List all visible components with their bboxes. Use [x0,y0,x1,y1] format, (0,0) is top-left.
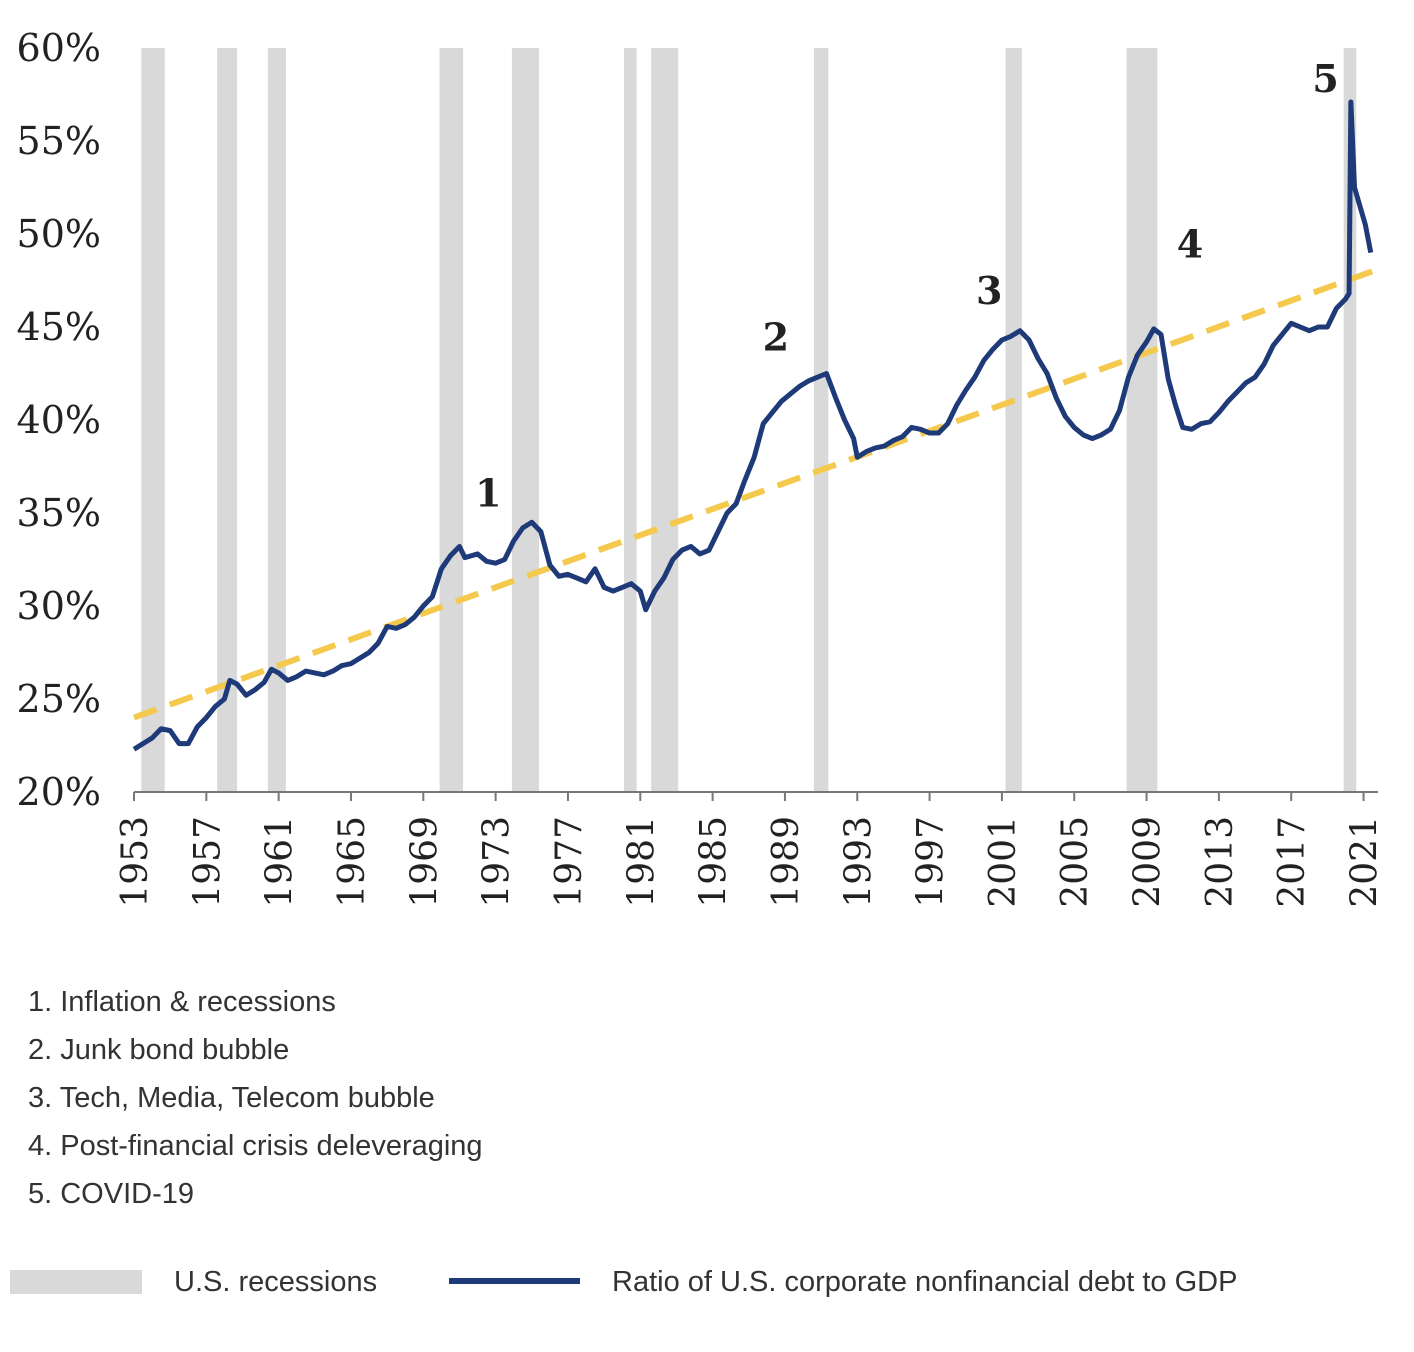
x-tick-label: 2005 [1055,816,1096,908]
x-tick-label: 1993 [838,816,879,908]
x-tick-label: 1957 [187,816,228,908]
legend-label: Ratio of U.S. corporate nonfinancial deb… [612,1266,1237,1298]
annotation: 1 [475,471,501,516]
annotation: 5 [1312,56,1338,101]
x-tick-label: 1953 [115,816,156,908]
x-tick-label: 1985 [694,816,735,908]
recession-band [1126,48,1158,792]
data-line [132,99,1374,752]
recession-band [1343,48,1357,792]
x-tick-label: 2009 [1128,816,1169,908]
note: 5. COVID-19 [28,1178,194,1210]
legend-swatch [10,1270,142,1294]
x-tick-label: 2013 [1200,816,1241,908]
note: 4. Post-financial crisis deleveraging [28,1130,483,1162]
y-tick-label: 20% [17,770,101,814]
x-tick-label: 1977 [549,816,590,908]
recession-band [1005,48,1022,792]
x-tick-label: 1981 [621,816,662,908]
recession-band [511,48,540,792]
annotation: 2 [763,314,789,359]
x-tick-label: 1997 [911,816,952,908]
x-tick-label: 2017 [1272,816,1313,908]
note: 3. Tech, Media, Telecom bubble [28,1082,435,1114]
note: 1. Inflation & recessions [28,986,336,1018]
y-tick-label: 55% [17,119,101,163]
y-tick-label: 40% [17,398,101,442]
legend-label: U.S. recessions [174,1266,377,1298]
x-tick-label: 1965 [332,816,373,908]
x-tick-label: 2021 [1345,816,1386,908]
trend-line [132,266,1380,721]
x-tick-label: 1969 [404,816,445,908]
y-tick-label: 60% [17,26,101,70]
annotation: 4 [1177,221,1203,266]
x-tick-label: 1989 [766,816,807,908]
y-tick-label: 50% [17,212,101,256]
recession-band [624,48,637,792]
recession-band [267,48,286,792]
y-tick-label: 30% [17,584,101,628]
x-tick-label: 2001 [983,816,1024,908]
annotation: 3 [976,268,1002,313]
x-tick-label: 1973 [477,816,518,908]
note: 2. Junk bond bubble [28,1034,289,1066]
recession-band [141,48,165,792]
recession-band [813,48,829,792]
recession-band [651,48,679,792]
x-tick-label: 1961 [260,816,301,908]
recession-band [217,48,238,792]
y-tick-label: 25% [17,677,101,721]
recession-band [439,48,464,792]
y-tick-label: 35% [17,491,101,535]
y-tick-label: 45% [17,305,101,349]
